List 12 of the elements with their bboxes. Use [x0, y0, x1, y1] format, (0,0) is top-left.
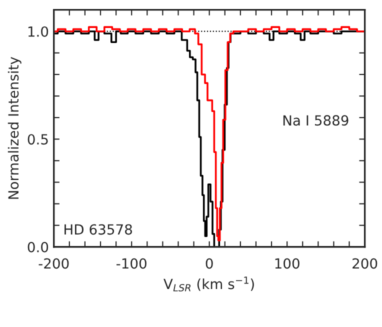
x-tick-label: -100 — [116, 258, 146, 269]
x-axis-title: V$_{LSR}$ (km s$^{−1}$) — [164, 276, 254, 292]
x-tick-label: 100 — [275, 258, 300, 269]
annotation: HD 63578 — [64, 224, 132, 235]
y-tick-label: 1.0 — [28, 26, 48, 37]
x-tick-label: 200 — [352, 258, 378, 269]
x-tick-label: -200 — [38, 258, 69, 269]
y-tick-label: 0.0 — [28, 242, 48, 252]
y-axis-title: Normalized Intensity — [8, 56, 22, 199]
x-tick-label: 0 — [206, 258, 213, 269]
y-tick-label: 0.5 — [28, 134, 48, 145]
annotation: Na I 5889 — [283, 115, 348, 126]
